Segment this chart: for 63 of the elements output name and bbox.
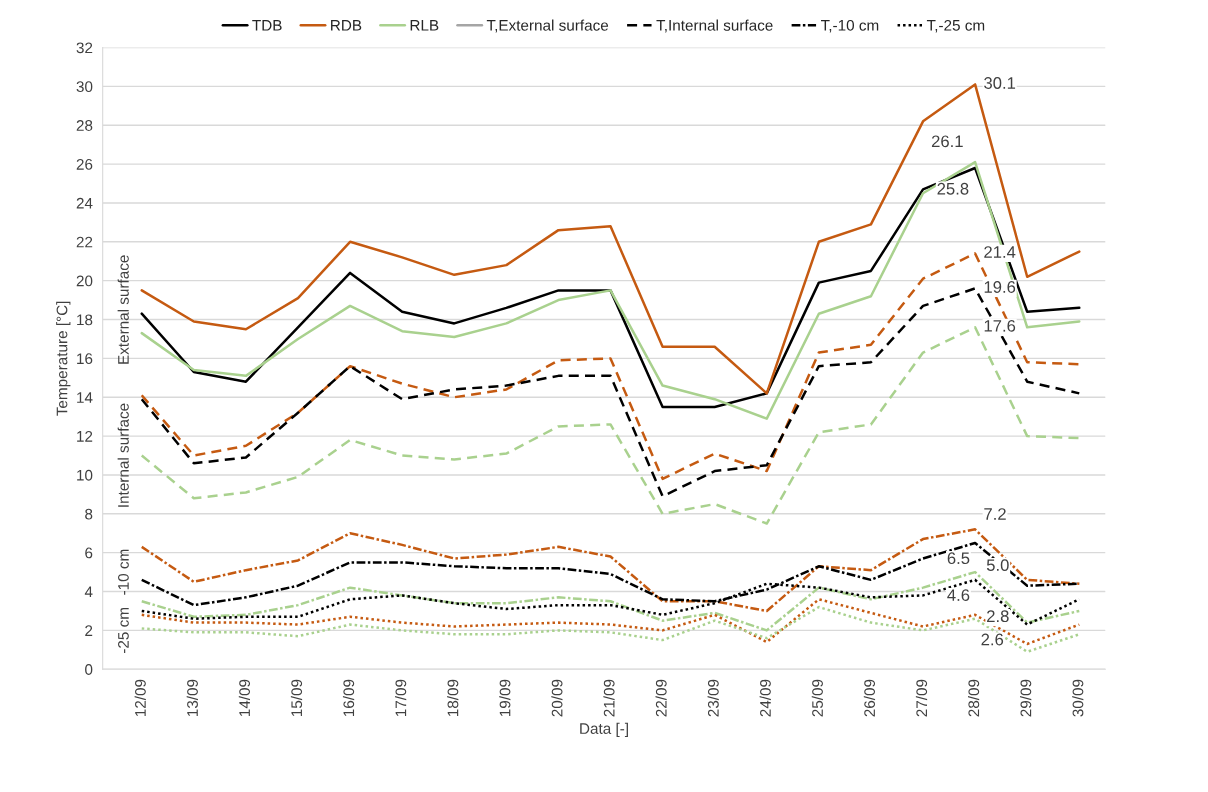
annotation: 5.0	[986, 559, 1009, 572]
x-tick-label: 28/09	[967, 679, 980, 717]
annotation: 4.6	[947, 589, 970, 602]
y-tick-label: 16	[77, 353, 93, 365]
annotation: 25.8	[937, 182, 969, 195]
y-tick-label: 12	[77, 430, 93, 442]
y-tick-label: 20	[76, 275, 93, 287]
legend-label: T,-25 cm	[926, 19, 985, 33]
x-tick-label: 27/09	[915, 679, 928, 717]
x-tick-label: 29/09	[1020, 679, 1032, 717]
annotation: External surface	[117, 255, 129, 364]
x-tick-label: 14/09	[238, 679, 251, 717]
annotation: 17.6	[984, 319, 1016, 332]
legend-label: T,Internal surface	[656, 19, 773, 33]
x-tick-label: 17/09	[395, 679, 407, 717]
x-tick-label: 30/09	[1072, 679, 1084, 717]
annotation: -25 cm	[118, 608, 129, 654]
y-tick-label: 0	[85, 664, 93, 675]
y-tick-label: 8	[85, 508, 93, 520]
x-axis-title: Data [-]	[580, 722, 628, 737]
annotation: 26.1	[931, 135, 963, 148]
y-tick-label: 32	[76, 42, 93, 54]
x-tick-label: 25/09	[811, 679, 823, 717]
legend-label: RLB	[410, 20, 439, 31]
y-axis-title: Temperature [°C]	[56, 301, 71, 416]
x-tick-label: 22/09	[655, 679, 667, 717]
legend-label: TDB	[252, 20, 282, 31]
y-tick-label: 10	[77, 469, 93, 481]
y-tick-label: 26	[76, 158, 93, 170]
y-tick-label: 4	[84, 586, 93, 598]
x-tick-label: 26/09	[863, 679, 876, 717]
x-tick-label: 24/09	[759, 679, 771, 717]
x-tick-label: 19/09	[499, 679, 511, 717]
y-tick-label: 2	[85, 625, 93, 636]
annotation: 19.6	[984, 281, 1016, 293]
annotation: -10 cm	[118, 549, 129, 595]
y-tick-label: 6	[85, 547, 93, 559]
y-tick-label: 24	[76, 197, 93, 209]
x-tick-label: 13/09	[186, 679, 198, 717]
x-tick-label: 15/09	[290, 679, 303, 717]
annotation: 2.6	[981, 633, 1004, 646]
annotation: 30.1	[984, 77, 1016, 89]
y-tick-label: 14	[77, 392, 93, 403]
x-tick-label: 18/09	[447, 679, 459, 717]
y-tick-label: 30	[76, 81, 93, 93]
x-tick-label: 23/09	[707, 679, 719, 717]
legend-label: T,-10 cm	[821, 19, 879, 33]
annotation: 6.5	[947, 552, 970, 565]
y-tick-label: 18	[77, 314, 93, 326]
x-tick-label: 16/09	[342, 679, 355, 717]
annotation: 7.2	[984, 508, 1006, 520]
y-tick-label: 22	[76, 236, 93, 248]
annotation: 2.8	[987, 610, 1009, 623]
legend-label: RDB	[331, 20, 362, 31]
line-series	[140, 570, 1081, 632]
x-tick-label: 21/09	[603, 679, 615, 717]
annotation: 21.4	[984, 246, 1016, 258]
legend-label: T,External surface	[486, 19, 609, 33]
annotation: Internal surface	[117, 403, 129, 507]
x-tick-label: 12/09	[134, 679, 146, 717]
line-series	[140, 605, 1081, 653]
x-tick-label: 20/09	[551, 679, 563, 717]
y-tick-label: 28	[76, 120, 93, 131]
